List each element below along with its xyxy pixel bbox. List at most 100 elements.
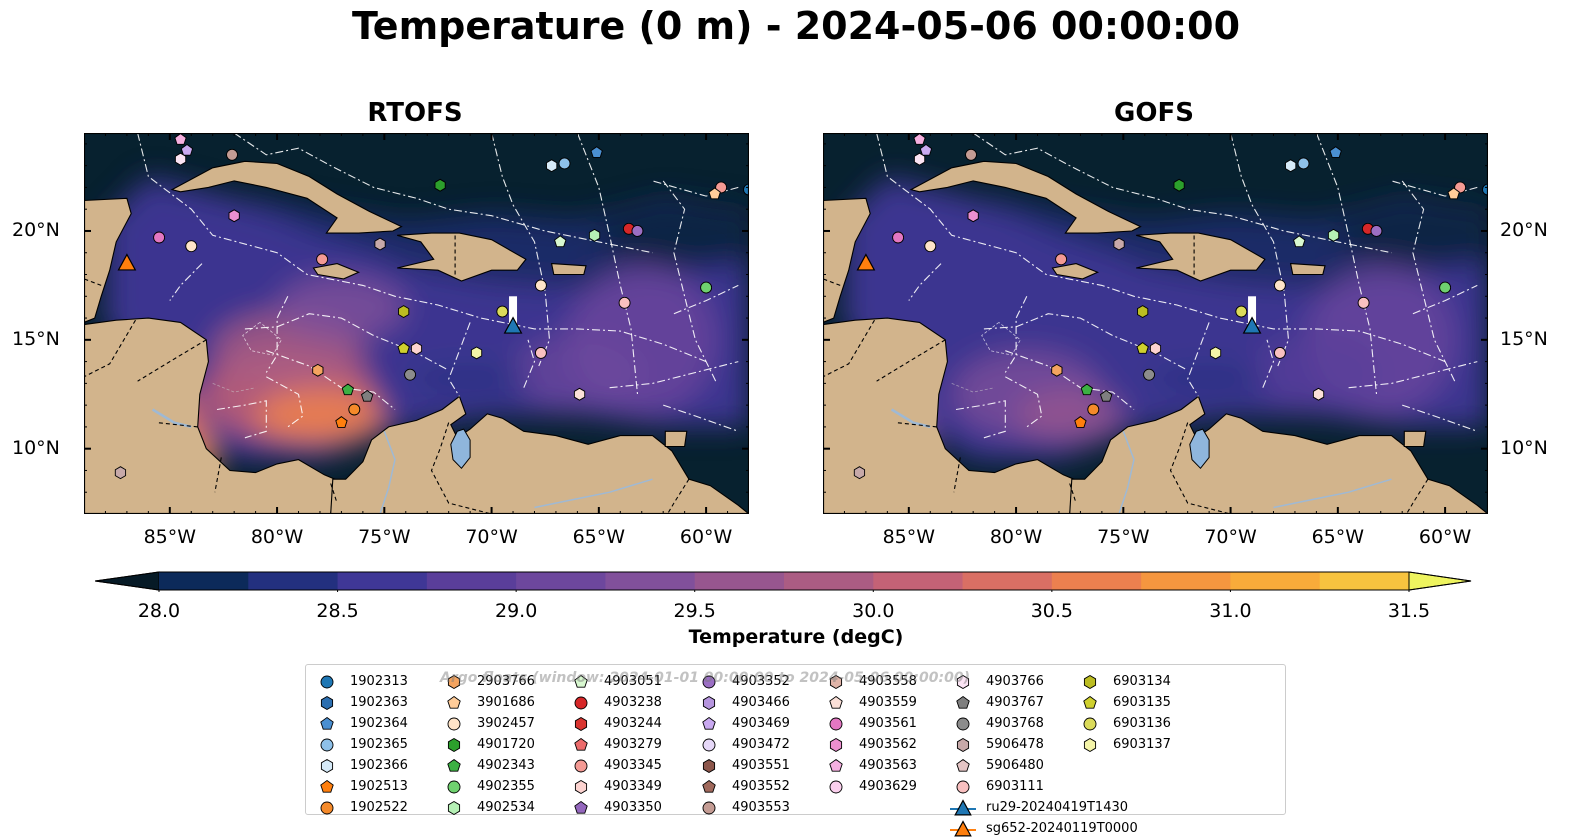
colorbar-band [784, 572, 874, 590]
float-4903553 [965, 148, 977, 161]
colorbar-band [873, 572, 964, 590]
main-title: Temperature (0 m) - 2024-05-06 00:00:00 [351, 4, 1241, 48]
legend-float-icon [956, 695, 970, 709]
legend-item: 4903559 [823, 692, 917, 713]
glider-ru29-20240419T1430 [1242, 316, 1262, 334]
legend-float-icon [447, 717, 461, 730]
legend-label: 1902366 [350, 758, 408, 773]
legend-item: 6903135 [1077, 692, 1171, 713]
lon-tick-label: 65°W [572, 526, 626, 548]
legend-label: ru29-20240419T1430 [986, 800, 1129, 815]
lon-tick-label: 65°W [1311, 526, 1365, 548]
legend-label: 4902343 [477, 758, 535, 773]
colorbar-band [159, 572, 249, 590]
land-jamaica [1051, 263, 1100, 280]
colorbar-band [694, 572, 785, 590]
legend-label: 4903472 [732, 737, 790, 752]
legend-column: 4903558 4903559 4903561 4903562 4903563 49036… [823, 671, 917, 797]
float-4903766 [913, 152, 926, 166]
legend-label: 3901686 [477, 695, 535, 710]
legend-item: 4903563 [823, 755, 917, 776]
map-panel-gofs[interactable] [823, 133, 1488, 514]
float-1902513 [1074, 416, 1087, 428]
float-3902457 [1273, 279, 1286, 292]
colorbar-tick-label: 31.5 [1387, 600, 1431, 622]
legend-item: 3901686 [441, 692, 535, 713]
legend-float-icon [829, 695, 843, 709]
legend-marker-hexagon-icon [1083, 737, 1097, 752]
float-2903766 [312, 363, 324, 377]
legend-item: 4903561 [823, 713, 917, 734]
land-trinidad [1403, 430, 1427, 448]
legend-marker-hexagon-icon [829, 674, 843, 689]
float-6903137 [1209, 346, 1222, 360]
float-1902366 [1285, 159, 1297, 173]
land-cuba [170, 160, 403, 234]
legend-float-icon [320, 716, 334, 730]
lat-tick-label-right: 10°N [1500, 436, 1548, 459]
colorbar-band [337, 572, 428, 590]
legend-label: 5906478 [986, 737, 1044, 752]
panel-title-gofs: GOFS [1114, 98, 1194, 128]
float-4902355 [1439, 281, 1452, 294]
legend-label: 6903135 [1113, 695, 1171, 710]
float-4903561 [153, 231, 166, 244]
lon-tick-label: 60°W [1418, 526, 1472, 548]
legend-item: 2903766 [441, 671, 535, 692]
legend-label: sg652-20240119T0000 [986, 821, 1138, 836]
float-4903766 [174, 152, 187, 166]
legend-marker-hexagon-icon [447, 737, 461, 752]
land-puertorico [1289, 263, 1326, 276]
float-4902534 [1327, 228, 1340, 242]
float-6903137 [470, 346, 483, 360]
map-panel-rtofs[interactable] [84, 133, 749, 514]
legend-float-icon [829, 780, 843, 793]
legend-marker-hexagon-icon [956, 737, 970, 752]
float-6903136 [496, 305, 509, 318]
legend-marker-circle-icon [829, 780, 843, 793]
lon-tick-label: 85°W [143, 526, 197, 548]
colorbar-band [248, 572, 339, 590]
legend-item: 1902513 [314, 776, 408, 797]
legend-label: 4903350 [604, 800, 662, 815]
float-4901720 [1173, 178, 1185, 192]
float-1902522 [1087, 403, 1100, 416]
float-3902457 [185, 240, 198, 253]
legend-float-icon [320, 801, 334, 814]
legend-label: 4903349 [604, 779, 662, 794]
legend-float-icon [829, 758, 843, 772]
legend-item: 4901720 [441, 734, 535, 755]
float-4903768 [1143, 368, 1156, 381]
lon-tick-label: 60°W [679, 526, 733, 548]
glider-sg652-20240119T0000 [856, 253, 876, 271]
legend-marker-pentagon-icon [702, 716, 716, 730]
legend-marker-pentagon-icon [447, 695, 461, 709]
legend-marker-hexagon-icon [574, 779, 588, 794]
legend-label: 4902355 [477, 779, 535, 794]
colorbar-under-extension [95, 571, 160, 591]
lake-maracaibo [450, 428, 471, 470]
float-4903345 [316, 253, 329, 266]
float-6903111 [534, 346, 547, 359]
legend-glider-icon [954, 819, 972, 836]
legend-label: 5906480 [986, 758, 1044, 773]
legend-label: 1902365 [350, 737, 408, 752]
legend-marker-hexagon-icon [320, 695, 334, 710]
lat-tick-label-right: 15°N [1500, 327, 1548, 350]
legend-float-icon [702, 716, 716, 730]
legend-item: 4903352 [696, 671, 790, 692]
float-4903553 [226, 148, 238, 161]
legend-marker-pentagon-icon [574, 674, 588, 688]
legend-marker-hexagon-icon [702, 758, 716, 773]
lon-tick-label: 80°W [250, 526, 304, 548]
float-4901720 [434, 178, 446, 192]
legend-item: 4903553 [696, 797, 790, 818]
float-3901686 [708, 187, 721, 200]
land-puertorico [550, 263, 587, 276]
legend-marker-pentagon-icon [956, 758, 970, 772]
glider-ru29-20240419T1430 [503, 316, 523, 334]
float-4903559 [1312, 387, 1325, 401]
legend-label: 4903244 [604, 716, 662, 731]
land-trinidad [664, 430, 688, 448]
legend-float-icon [1083, 695, 1097, 709]
